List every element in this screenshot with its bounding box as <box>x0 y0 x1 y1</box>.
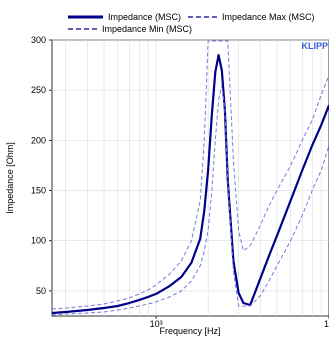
plot-area <box>51 39 329 317</box>
y-axis-title: Impedance [Ohm] <box>5 142 15 214</box>
x-tick-label: 10 <box>324 319 329 329</box>
y-tick-label: 100 <box>31 236 46 246</box>
y-tick-label: 250 <box>31 85 46 95</box>
series-group <box>51 40 329 316</box>
y-axis-ticks: 50 100 150 200 250 300 <box>31 35 52 296</box>
legend: Impedance (MSC) Impedance Max (MSC) Impe… <box>68 12 315 34</box>
series-line-impedance-min <box>51 84 329 316</box>
series-line-impedance-max <box>51 40 329 310</box>
y-tick-label: 300 <box>31 35 46 45</box>
legend-label-impedance-max: Impedance Max (MSC) <box>222 12 315 22</box>
legend-label-impedance: Impedance (MSC) <box>108 12 181 22</box>
x-axis-title: Frequency [Hz] <box>159 326 220 336</box>
x-axis-ticks: 10³ 10 <box>150 316 329 329</box>
y-tick-label: 50 <box>36 286 46 296</box>
legend-label-impedance-min: Impedance Min (MSC) <box>102 24 192 34</box>
grid <box>52 39 329 316</box>
y-tick-label: 150 <box>31 186 46 196</box>
y-tick-label: 200 <box>31 135 46 145</box>
watermark: KLIPP <box>301 41 328 51</box>
x-tick-label: 10³ <box>150 319 163 329</box>
series-line-impedance <box>51 53 329 315</box>
